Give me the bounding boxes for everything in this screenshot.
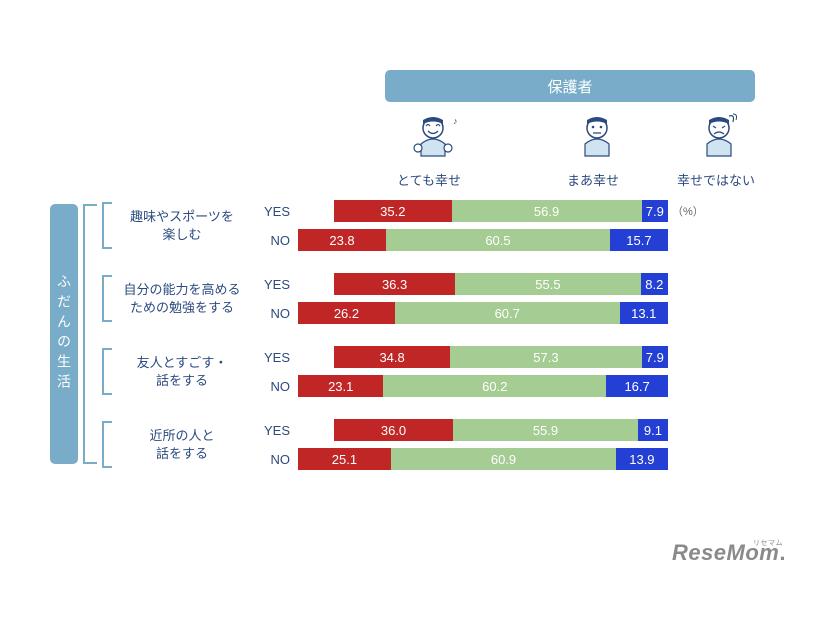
bar-segment: 7.9 <box>642 200 668 222</box>
bar-row: YES36.055.99.1 <box>252 417 668 443</box>
bar-segment: 56.9 <box>452 200 642 222</box>
happy-face-icon: ♪ <box>405 112 461 168</box>
legend-labels: とても幸せ まあ幸せ 幸せではない <box>385 170 775 190</box>
bar-segment: 13.1 <box>620 302 668 324</box>
legend-not-happy: 幸せではない <box>677 170 755 189</box>
bar-segment: 9.1 <box>638 419 668 441</box>
bar-row: NO26.260.713.1 <box>252 300 668 326</box>
yes-no-label: YES <box>252 204 298 219</box>
bar-segment: 55.5 <box>455 273 640 295</box>
bar-segment: 60.2 <box>383 375 606 397</box>
bar-segment: 23.8 <box>298 229 386 251</box>
header-title: 保護者 <box>385 70 755 102</box>
watermark: ReseMom. リセマム <box>672 540 786 566</box>
bar-segment: 26.2 <box>298 302 395 324</box>
svg-text:♪: ♪ <box>453 116 458 126</box>
bar-segment: 35.2 <box>334 200 452 222</box>
group-bracket <box>102 202 112 249</box>
bar-row: YES36.355.58.2 <box>252 271 668 297</box>
group-bracket <box>102 421 112 468</box>
chart-rows: 趣味やスポーツを楽しむYES35.256.97.9（%）NO23.860.515… <box>102 198 704 490</box>
bar-segment: 16.7 <box>606 375 668 397</box>
legend-somewhat-happy: まあ幸せ <box>567 170 619 189</box>
group-bracket <box>102 275 112 322</box>
group-label: 友人とすごす・話をする <box>112 344 252 399</box>
unhappy-face-icon <box>695 112 743 168</box>
stacked-bar: 26.260.713.1 <box>298 302 668 324</box>
yes-no-label: NO <box>252 233 298 248</box>
group-bars: YES34.857.37.9NO23.160.216.7 <box>252 344 668 399</box>
bar-segment: 36.0 <box>334 419 453 441</box>
bar-row: NO23.860.515.7 <box>252 227 704 253</box>
bar-row: NO25.160.913.9 <box>252 446 668 472</box>
bar-segment: 55.9 <box>453 419 638 441</box>
bar-row: YES35.256.97.9（%） <box>252 198 704 224</box>
stacked-bar: 25.160.913.9 <box>298 448 668 470</box>
side-bracket <box>83 204 97 464</box>
chart-group: 趣味やスポーツを楽しむYES35.256.97.9（%）NO23.860.515… <box>102 198 704 253</box>
yes-no-label: NO <box>252 306 298 321</box>
stacked-bar: 23.160.216.7 <box>298 375 668 397</box>
legend-very-happy: とても幸せ <box>397 170 461 189</box>
bar-segment: 60.7 <box>395 302 620 324</box>
bar-segment: 60.5 <box>386 229 610 251</box>
bar-segment: 15.7 <box>610 229 668 251</box>
yes-no-label: YES <box>252 423 298 438</box>
stacked-bar: 36.355.58.2 <box>298 273 668 295</box>
chart-group: 友人とすごす・話をするYES34.857.37.9NO23.160.216.7 <box>102 344 704 399</box>
bar-segment: 25.1 <box>298 448 391 470</box>
yes-no-label: NO <box>252 452 298 467</box>
group-bracket <box>102 348 112 395</box>
neutral-face-icon <box>573 112 621 168</box>
bar-segment: 60.9 <box>391 448 616 470</box>
bar-segment: 34.8 <box>334 346 450 368</box>
group-bars: YES36.055.99.1NO25.160.913.9 <box>252 417 668 472</box>
group-label: 近所の人と話をする <box>112 417 252 472</box>
group-bars: YES35.256.97.9（%）NO23.860.515.7 <box>252 198 704 253</box>
chart-group: 近所の人と話をするYES36.055.99.1NO25.160.913.9 <box>102 417 704 472</box>
stacked-bar: 23.860.515.7 <box>298 229 668 251</box>
group-bars: YES36.355.58.2NO26.260.713.1 <box>252 271 668 326</box>
stacked-bar: 36.055.99.1 <box>298 419 668 441</box>
bar-row: NO23.160.216.7 <box>252 373 668 399</box>
bar-segment: 57.3 <box>450 346 641 368</box>
yes-no-label: NO <box>252 379 298 394</box>
side-category-tab: ふだんの生活 <box>50 204 78 464</box>
group-label: 自分の能力を高めるための勉強をする <box>112 271 252 326</box>
group-label: 趣味やスポーツを楽しむ <box>112 198 252 253</box>
percent-unit-note: （%） <box>672 203 704 219</box>
legend-icons: ♪ <box>385 112 755 168</box>
bar-segment: 8.2 <box>641 273 668 295</box>
yes-no-label: YES <box>252 350 298 365</box>
bar-segment: 36.3 <box>334 273 455 295</box>
bar-row: YES34.857.37.9 <box>252 344 668 370</box>
yes-no-label: YES <box>252 277 298 292</box>
bar-segment: 23.1 <box>298 375 383 397</box>
bar-segment: 7.9 <box>642 346 668 368</box>
chart-group: 自分の能力を高めるための勉強をするYES36.355.58.2NO26.260.… <box>102 271 704 326</box>
bar-segment: 13.9 <box>616 448 667 470</box>
stacked-bar: 34.857.37.9 <box>298 346 668 368</box>
stacked-bar: 35.256.97.9 <box>298 200 668 222</box>
